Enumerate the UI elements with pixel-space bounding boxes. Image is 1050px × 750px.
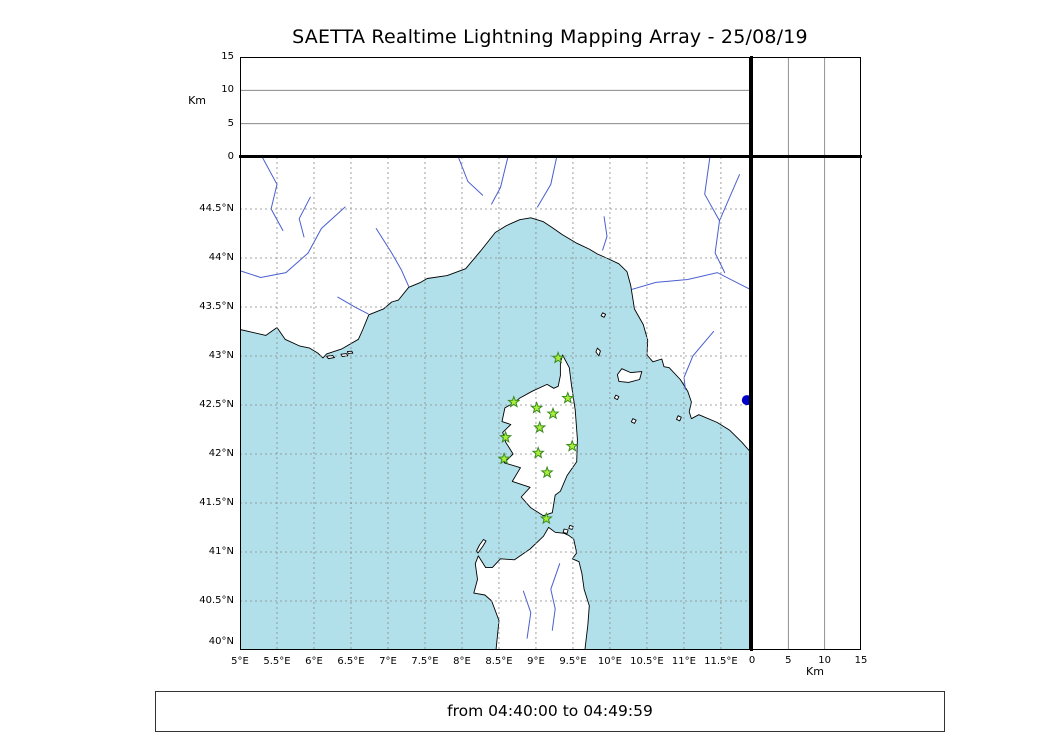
alt-axis-label-top: Km: [188, 94, 206, 107]
lon-tick-label: 5°E: [231, 656, 249, 667]
lon-tick-label: 7°E: [379, 656, 397, 667]
lon-tick-label: 9.5°E: [559, 656, 587, 667]
bold-divider-horizontal: [239, 155, 862, 158]
rivers: [240, 157, 750, 639]
lat-tick-label: 43.5°N: [199, 301, 234, 313]
coastlines: [240, 157, 750, 650]
station-marker: [546, 406, 560, 420]
station-marker: [531, 446, 545, 459]
river: [602, 216, 608, 251]
station-marker: [540, 465, 554, 479]
lon-tick-label: 8.5°E: [485, 656, 513, 667]
station-marker: [499, 430, 513, 444]
alt-tick-label: 10: [221, 84, 234, 96]
station-markers: [497, 351, 579, 525]
time-range-text: from 04:40:00 to 04:49:59: [447, 702, 653, 720]
data-points: [741, 395, 750, 406]
station-marker: [507, 395, 521, 408]
lon-tick-label: 7.5°E: [411, 656, 439, 667]
capraia-island: [595, 347, 601, 357]
station-marker: [530, 401, 544, 414]
lightning-point: [741, 395, 750, 406]
lon-tick-label: 5.5°E: [263, 656, 291, 667]
lon-tick-label: 6°E: [305, 656, 323, 667]
lat-tick-label: 44.5°N: [199, 203, 234, 215]
lat-tick-label: 43°N: [208, 350, 234, 362]
station-marker: [539, 511, 553, 525]
alt-tick-label: 15: [221, 51, 234, 62]
alt-tick-label: 5: [227, 117, 234, 129]
river: [631, 272, 750, 290]
river: [261, 157, 284, 231]
alt-grid-lines: [787, 57, 826, 650]
alt-tick-label: 0: [748, 655, 756, 666]
lat-tick-label: 41°N: [208, 546, 234, 557]
time-range-box: from 04:40:00 to 04:49:59: [155, 691, 945, 732]
alt-tick-label: 0: [227, 151, 234, 162]
lat-tick-label: 44°N: [208, 252, 234, 264]
lon-tick-label: 11°E: [671, 656, 696, 667]
station-marker: [565, 439, 579, 452]
asinara-island: [476, 539, 487, 554]
bold-divider-vertical: [750, 56, 753, 651]
alt-grid-lines: [240, 89, 750, 125]
lat-tick-label: 42.5°N: [199, 399, 234, 411]
alt-tick-label: 5: [785, 655, 792, 666]
alt-tick-label: 15: [854, 655, 868, 666]
panel-frame: [240, 57, 750, 157]
river: [457, 157, 484, 196]
lon-tick-label: 6.5°E: [337, 656, 365, 667]
alt-tick-label: 10: [818, 655, 832, 666]
lat-tick-label: 42°N: [208, 448, 234, 459]
pianosa-island: [613, 394, 620, 401]
giglio-island: [676, 415, 682, 422]
lon-tick-label: 9°E: [527, 656, 545, 667]
river: [719, 174, 740, 222]
map-panel: [240, 157, 750, 650]
map-grid-lines: [240, 157, 750, 650]
river: [337, 296, 369, 315]
elba-island: [616, 368, 643, 383]
maddalena-islands: [562, 524, 574, 534]
corsica: [501, 354, 578, 517]
lon-tick-label: 10°E: [597, 656, 622, 667]
river: [240, 206, 346, 279]
alt-axis-label-right: Km: [806, 665, 824, 678]
figure-title: SAETTA Realtime Lightning Mapping Array …: [292, 26, 808, 48]
river: [298, 196, 311, 238]
montecristo-island: [630, 418, 637, 424]
river: [537, 157, 558, 208]
station-marker: [551, 351, 565, 364]
lon-tick-label: 8°E: [453, 656, 471, 667]
river: [683, 330, 715, 390]
river: [491, 157, 509, 205]
river: [550, 563, 561, 631]
alt-vs-lat-panel: [752, 57, 861, 650]
river: [522, 590, 532, 639]
lat-tick-label: 40.5°N: [199, 595, 234, 606]
alt-vs-lon-panel: [240, 57, 750, 157]
lat-tick-label: 41.5°N: [199, 497, 234, 508]
lon-tick-label: 10.5°E: [630, 656, 664, 667]
station-marker: [561, 391, 575, 404]
sardinia: [473, 526, 590, 650]
mainland-coast: [240, 157, 750, 452]
station-marker: [497, 451, 511, 465]
gorgona-island: [600, 312, 607, 318]
river: [375, 228, 410, 287]
station-marker: [533, 420, 547, 434]
lon-tick-label: 11.5°E: [704, 656, 738, 667]
panel-frame: [752, 57, 861, 650]
lat-tick-label: 40°N: [208, 636, 234, 647]
